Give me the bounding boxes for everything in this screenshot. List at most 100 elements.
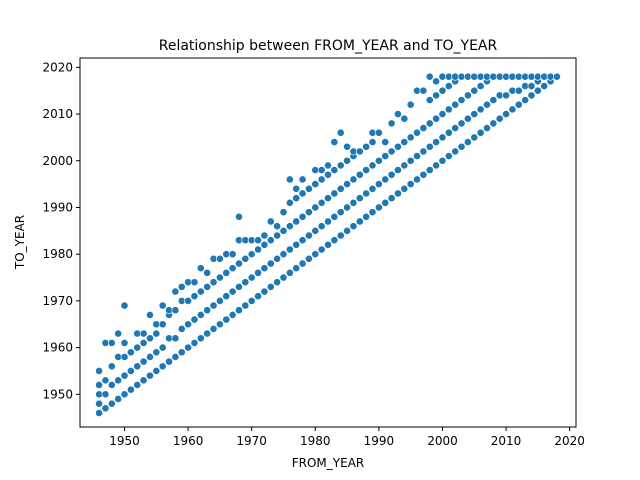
data-point (343, 156, 351, 165)
data-point (368, 184, 377, 193)
data-point (107, 381, 116, 389)
data-point (406, 156, 415, 165)
data-point (260, 231, 269, 240)
data-point (343, 180, 351, 189)
x-tick-label: 2000 (427, 434, 458, 448)
x-tick-label: 1990 (364, 434, 395, 448)
data-point (451, 124, 460, 132)
data-point (444, 152, 453, 160)
data-point (209, 301, 218, 310)
data-point (330, 166, 339, 174)
data-point (514, 86, 523, 95)
data-point (381, 198, 390, 207)
data-point (273, 231, 282, 240)
data-point (336, 184, 345, 193)
data-point (203, 282, 212, 291)
data-point (120, 371, 129, 380)
data-point (196, 287, 205, 296)
y-tick-label: 1960 (42, 341, 73, 355)
data-point (139, 376, 148, 385)
data-point (254, 292, 262, 301)
data-point (158, 301, 167, 310)
data-point (381, 152, 390, 160)
data-point (368, 161, 377, 170)
data-point (489, 96, 498, 104)
data-point (260, 287, 269, 296)
data-point (203, 268, 212, 277)
data-point (317, 222, 326, 231)
x-axis-label: FROM_YEAR (292, 456, 365, 470)
x-tick-label: 2010 (491, 434, 522, 448)
data-point (381, 138, 390, 146)
data-point (120, 301, 129, 310)
data-point (387, 119, 396, 128)
data-point (133, 381, 142, 389)
y-axis-label: TO_YEAR (13, 215, 27, 270)
data-point (196, 264, 205, 273)
data-point (298, 236, 307, 245)
data-point (527, 82, 536, 90)
data-point (298, 212, 307, 221)
x-tick-label: 1960 (173, 434, 204, 448)
data-point (209, 325, 218, 333)
data-point (292, 240, 301, 249)
data-point (235, 282, 243, 291)
data-point (381, 175, 390, 184)
data-point (317, 175, 326, 184)
data-point (355, 217, 364, 226)
data-point (171, 334, 180, 343)
data-point (241, 301, 250, 310)
data-point (438, 133, 447, 142)
data-point (406, 180, 415, 189)
data-point (362, 189, 371, 198)
data-point (336, 128, 345, 137)
data-point (101, 404, 110, 413)
data-point (152, 367, 161, 375)
data-point (222, 292, 231, 301)
data-point (196, 310, 205, 319)
data-point (279, 273, 288, 282)
data-point (425, 96, 434, 104)
data-point (355, 170, 364, 179)
data-point (139, 329, 148, 338)
data-point (317, 245, 326, 254)
data-point (171, 353, 180, 361)
data-point (432, 114, 440, 123)
data-point (400, 114, 409, 123)
data-point (394, 189, 402, 198)
data-point (425, 166, 434, 174)
data-point (215, 273, 224, 282)
data-point (114, 376, 123, 385)
data-point (158, 320, 167, 329)
data-point (317, 198, 326, 207)
data-point (311, 250, 320, 259)
data-point (279, 250, 288, 259)
data-point (400, 161, 409, 170)
data-point (139, 357, 148, 366)
y-tick-label: 1950 (42, 387, 73, 401)
data-point (292, 217, 301, 226)
data-point (463, 114, 472, 123)
data-point (349, 175, 358, 184)
data-point (158, 343, 167, 352)
y-tick-label: 1970 (42, 294, 73, 308)
data-point (190, 292, 199, 301)
data-point (171, 306, 180, 315)
data-point (190, 278, 199, 287)
data-point (171, 287, 180, 296)
data-point (425, 72, 434, 81)
data-point (228, 310, 237, 319)
data-point (343, 203, 351, 212)
data-point (120, 353, 129, 361)
data-point (228, 250, 237, 259)
data-point (368, 138, 377, 146)
y-tick-label: 1980 (42, 247, 73, 261)
data-point (190, 339, 199, 347)
data-point (279, 226, 288, 235)
x-tick-label: 1950 (109, 434, 140, 448)
data-point (387, 194, 396, 203)
data-point (470, 86, 479, 95)
data-point (406, 100, 415, 109)
data-point (324, 161, 332, 170)
